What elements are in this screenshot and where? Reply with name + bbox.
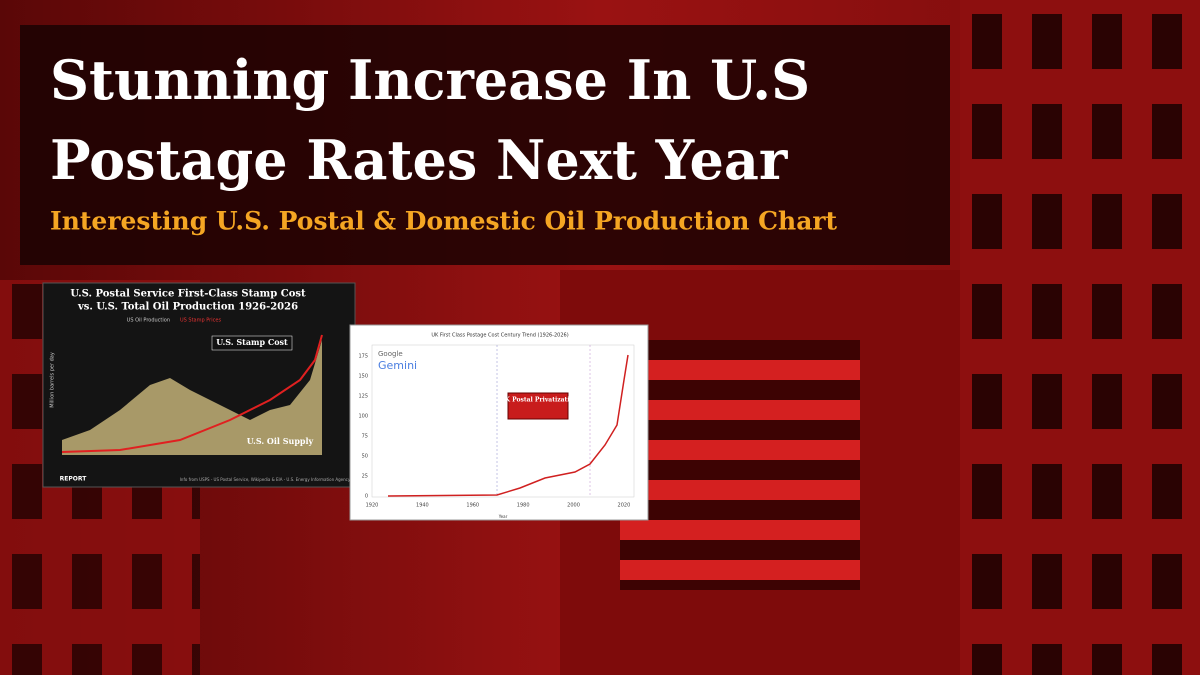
flag — [620, 340, 860, 590]
plot-area — [371, 344, 635, 498]
legend-item: US Stamp Prices — [180, 318, 221, 324]
y-tick-label: 75 — [362, 434, 368, 440]
chart-frame — [349, 324, 649, 521]
annotation: U.S. Stamp Cost — [216, 337, 288, 347]
stamp-line — [61, 334, 323, 453]
brand: Gemini — [378, 359, 417, 372]
x-tick-label: 1960 — [466, 503, 479, 509]
y-tick-label: 25 — [362, 474, 368, 480]
x-tick-label: 2000 — [567, 503, 580, 509]
title-box — [20, 25, 950, 265]
y-tick-label: 125 — [358, 394, 368, 400]
x-tick-label: 2020 — [618, 503, 631, 509]
y-tick-label: 0 — [365, 494, 368, 500]
building — [960, 0, 1200, 675]
annotation: U.S. Oil Supply — [247, 436, 314, 446]
y-tick-label: 100 — [358, 414, 368, 420]
y-tick-label: 50 — [362, 454, 368, 460]
title: Stunning Increase In U.S — [50, 48, 810, 112]
y-tick-label: 175 — [358, 354, 368, 360]
axis-label: Year — [498, 514, 508, 519]
brand: REPORT — [60, 476, 88, 483]
legend-item: US Oil Production — [127, 318, 170, 324]
x-tick-label: 1980 — [517, 503, 530, 509]
subtitle: Interesting U.S. Postal & Domestic Oil P… — [50, 207, 838, 236]
x-tick-label: 1940 — [416, 503, 429, 509]
us-chart: U.S. Postal Service First-Class Stamp Co… — [42, 282, 356, 488]
x-tick-label: 1920 — [366, 503, 379, 509]
annotation-box — [211, 335, 293, 351]
y-tick-label: 150 — [358, 374, 368, 380]
chart-title: UK First Class Postage Cost Century Tren… — [431, 333, 568, 339]
chart-title: vs. U.S. Total Oil Production 1926-2026 — [77, 302, 298, 313]
postage-line — [387, 354, 629, 497]
annotation: U.K Postal Privatization — [498, 397, 579, 404]
brand: Google — [378, 350, 403, 358]
title: Postage Rates Next Year — [50, 128, 788, 192]
axis-label: Million barrels per day — [50, 352, 56, 408]
source: Info from USPS - US Postal Service, Wiki… — [180, 477, 351, 482]
oil-area — [62, 340, 322, 455]
annotation-box — [507, 392, 569, 420]
uk-chart: UK First Class Postage Cost Century Tren… — [349, 324, 649, 521]
chart-title: U.S. Postal Service First-Class Stamp Co… — [70, 289, 306, 300]
